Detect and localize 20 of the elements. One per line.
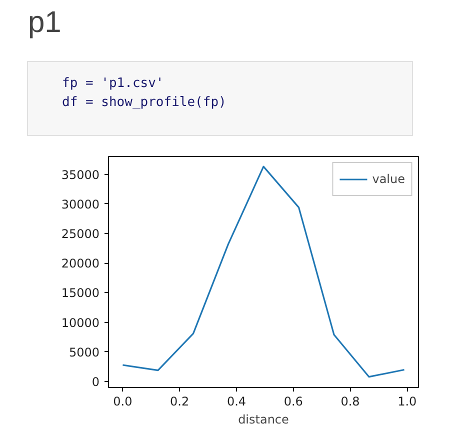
y-tick-label: 5000 [68,345,100,360]
y-tick-label: 25000 [61,227,100,241]
legend-label: value [372,172,405,186]
x-tick-label: 0.6 [284,394,303,408]
line-series [122,166,406,378]
y-tick-label: 20000 [61,256,100,271]
y-tick-label: 30000 [61,197,100,212]
x-tick-label: 0.2 [170,394,190,408]
text: df = show_profile(fp) [62,95,226,110]
y-tick-label: 35000 [61,168,100,182]
x-tick-label: 0.4 [226,394,246,408]
x-tick-label: 1.0 [398,394,417,408]
chart-title: p1 [28,5,62,41]
y-tick-label: 0 [92,375,100,390]
y-tick-label: 10000 [61,316,100,330]
x-tick-label: 0.0 [113,394,132,408]
x-axis-title: distance [238,412,289,426]
y-tick-label: 15000 [61,286,100,300]
text: fp = 'p1.csv' [62,76,164,91]
x-tick-label: 0.8 [340,394,360,408]
